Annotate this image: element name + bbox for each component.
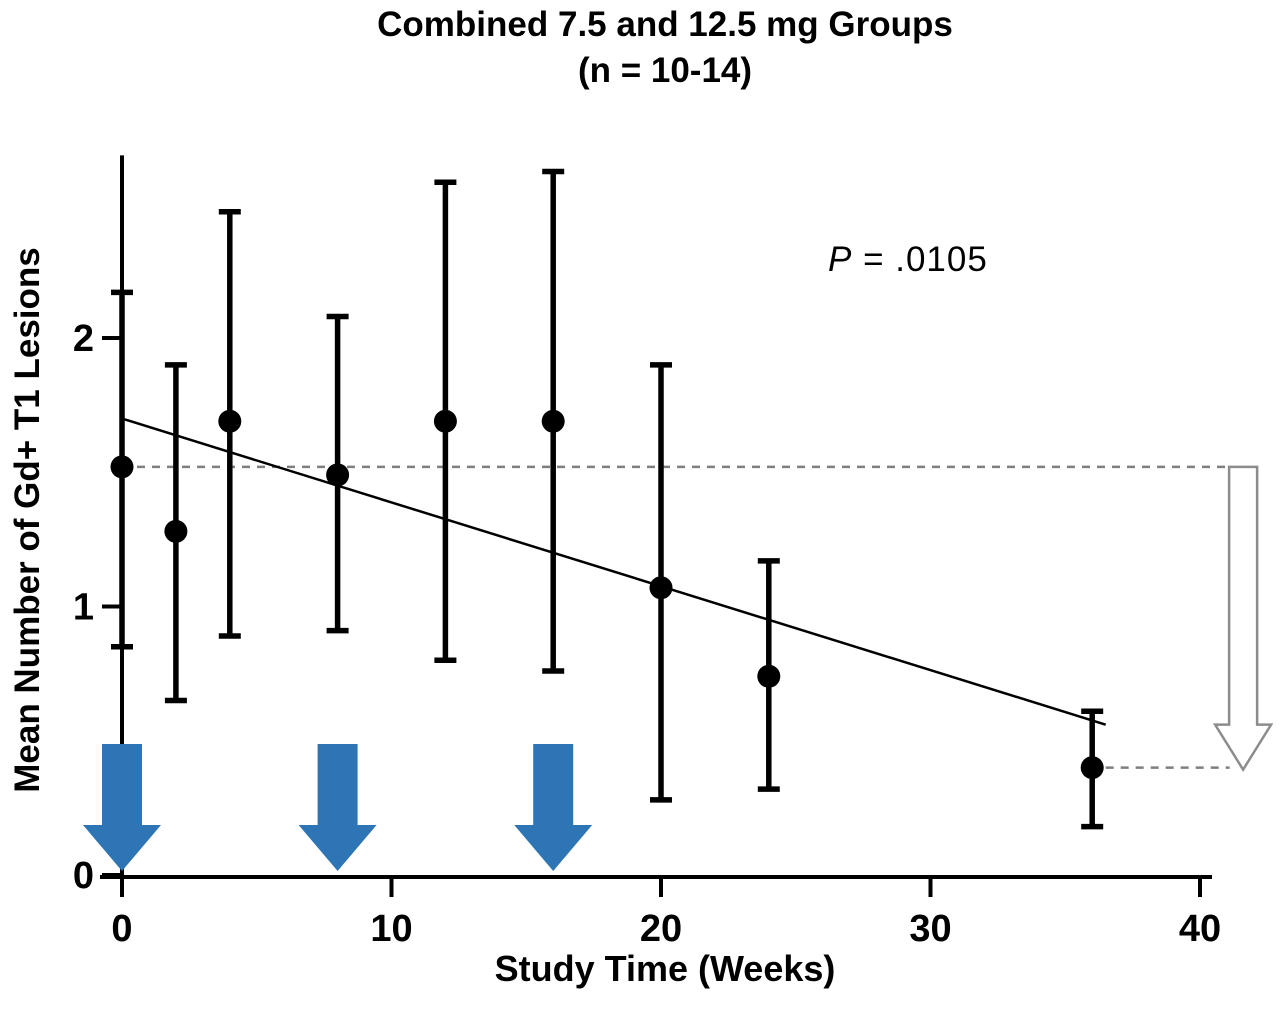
- y-axis-label: Mean Number of Gd+ T1 Lesions: [8, 247, 47, 793]
- data-point: [164, 519, 188, 543]
- p-value-annotation: P = .0105: [828, 240, 988, 280]
- y-tick-label: 1: [73, 587, 94, 629]
- x-axis-label: Study Time (Weeks): [494, 948, 836, 989]
- p-symbol: P: [828, 240, 853, 279]
- x-tick-label: 10: [370, 908, 412, 950]
- x-tick-label: 20: [640, 908, 682, 950]
- dose-arrow: [83, 744, 161, 871]
- data-point: [326, 463, 350, 487]
- y-tick-label: 2: [73, 318, 94, 360]
- drop-arrow: [1212, 465, 1274, 772]
- data-point: [541, 409, 565, 433]
- chart-title-block: Combined 7.5 and 12.5 mg Groups (n = 10-…: [60, 2, 1270, 93]
- trend-line: [121, 417, 1107, 726]
- data-point: [649, 576, 673, 600]
- dose-arrow: [298, 744, 377, 871]
- dose-arrow: [514, 744, 593, 871]
- chart-subtitle: (n = 10-14): [577, 50, 753, 90]
- x-tick-label: 30: [909, 908, 951, 950]
- data-point: [1080, 756, 1104, 780]
- data-point: [757, 664, 781, 688]
- x-tick-label: 40: [1179, 908, 1221, 950]
- data-point: [110, 455, 134, 479]
- data-point: [218, 409, 242, 433]
- data-point: [433, 409, 457, 433]
- chart-title: Combined 7.5 and 12.5 mg Groups: [377, 5, 953, 44]
- x-tick-label: 0: [111, 908, 132, 950]
- y-tick-label: 0: [73, 855, 94, 897]
- p-value-text: = .0105: [852, 240, 988, 279]
